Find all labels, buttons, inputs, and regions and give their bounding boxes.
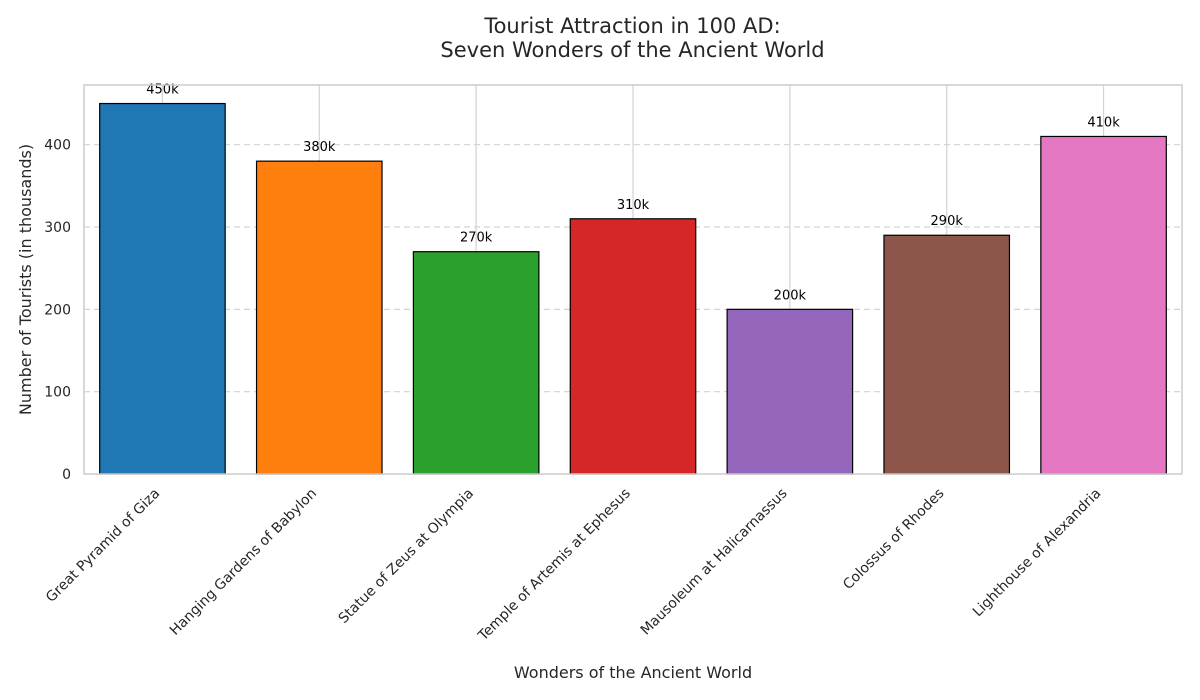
chart-title: Tourist Attraction in 100 AD: Seven Wond… bbox=[0, 14, 1200, 62]
chart-title-line-2: Seven Wonders of the Ancient World bbox=[440, 38, 825, 62]
x-tick-label: Hanging Gardens of Babylon bbox=[167, 486, 320, 639]
data-label: 410k bbox=[1087, 115, 1120, 130]
x-tick-label: Statue of Zeus at Olympia bbox=[336, 486, 477, 627]
data-label: 270k bbox=[460, 231, 493, 246]
y-tick-label: 100 bbox=[44, 385, 71, 401]
x-tick-label: Colossus of Rhodes bbox=[840, 486, 947, 593]
y-tick-label: 400 bbox=[44, 138, 71, 154]
data-label: 380k bbox=[303, 140, 336, 155]
bar bbox=[569, 218, 697, 475]
bar bbox=[1040, 135, 1167, 475]
y-axis-ticks: 0 100 200 300 400 bbox=[44, 138, 71, 483]
bar bbox=[99, 102, 226, 475]
x-axis-ticks: Great Pyramid of Giza Hanging Gardens of … bbox=[43, 486, 1104, 645]
data-labels: 450k 380k 270k 310k 200k 290k 410k bbox=[146, 83, 1120, 304]
x-axis-label: Wonders of the Ancient World bbox=[514, 663, 752, 682]
x-tick-label: Temple of Artemis at Ephesus bbox=[475, 486, 634, 645]
y-tick-label: 300 bbox=[44, 220, 71, 236]
y-axis-label: Number of Tourists (in thousands) bbox=[16, 144, 35, 415]
data-label: 450k bbox=[146, 83, 179, 98]
bar bbox=[255, 160, 383, 475]
chart-title-line-1: Tourist Attraction in 100 AD: bbox=[484, 14, 781, 38]
bar bbox=[412, 251, 540, 475]
y-tick-label: 200 bbox=[44, 302, 71, 318]
bar bbox=[726, 308, 854, 475]
data-label: 290k bbox=[931, 214, 964, 229]
bars bbox=[99, 102, 1167, 475]
plot-frame bbox=[83, 84, 1183, 475]
x-tick-label: Great Pyramid of Giza bbox=[43, 486, 163, 606]
bar bbox=[883, 234, 1011, 475]
data-label: 310k bbox=[617, 198, 650, 213]
data-label: 200k bbox=[774, 288, 807, 303]
y-tick-label: 0 bbox=[62, 467, 71, 483]
x-tick-label: Lighthouse of Alexandria bbox=[970, 486, 1105, 621]
x-tick-label: Mausoleum at Halicarnassus bbox=[638, 486, 791, 639]
